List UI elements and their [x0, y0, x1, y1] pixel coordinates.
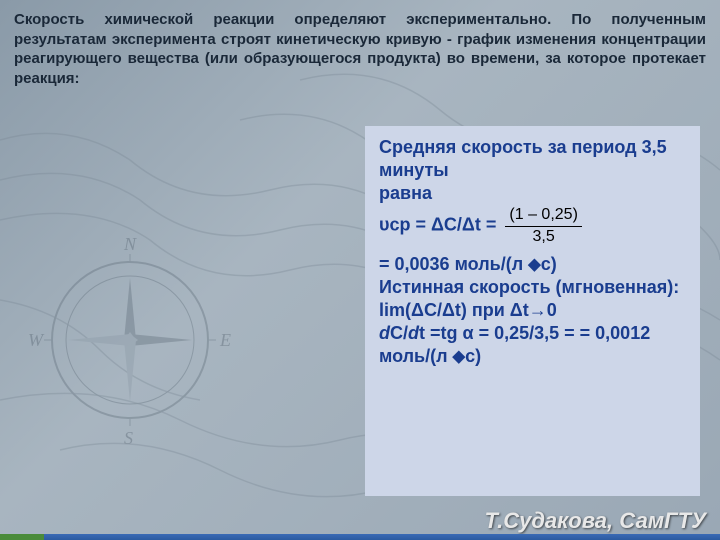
fraction: (1 – 0,25) 3,5	[505, 205, 581, 247]
formula-box: Средняя скорость за период 3,5 минуты ра…	[365, 126, 700, 496]
box-line1: Средняя скорость за период 3,5 минуты	[379, 136, 686, 182]
intro-paragraph: Скорость химической реакции определяют э…	[14, 10, 706, 88]
box-line2: равна	[379, 182, 686, 205]
box-result1: = 0,0036 моль/(л ⬥с)	[379, 253, 686, 276]
svg-text:S: S	[124, 428, 133, 448]
svg-text:W: W	[28, 330, 45, 350]
box-line3: Истинная скорость (мгновенная):	[379, 276, 686, 299]
box-formula3: dС/dt =tg α = 0,25/3,5 = = 0,0012 моль/(…	[379, 322, 686, 368]
watermark-text: Т.Судакова, СамГТУ	[484, 508, 706, 534]
box-formula1: υср = ΔС/Δt = (1 – 0,25) 3,5	[379, 205, 686, 247]
svg-text:E: E	[219, 330, 231, 350]
taskbar	[0, 534, 720, 540]
box-formula2: lim(ΔС/Δt) при Δt→0	[379, 299, 686, 322]
start-button[interactable]	[0, 534, 44, 540]
svg-text:N: N	[123, 234, 137, 254]
